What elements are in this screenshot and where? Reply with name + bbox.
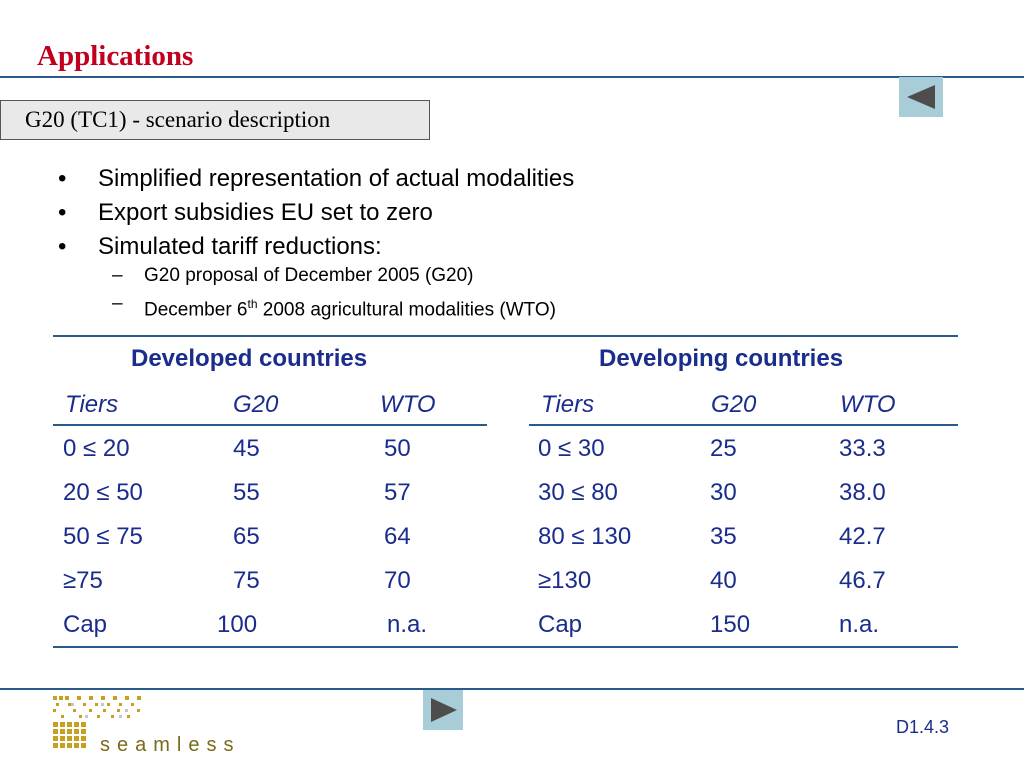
table-cell: 55	[233, 479, 260, 506]
tariff-table: Developed countries Developing countries…	[53, 335, 958, 648]
table-cell: 50	[384, 435, 411, 462]
table-cell: 46.7	[839, 567, 886, 594]
table-cell: Cap	[538, 611, 583, 638]
title-rule	[0, 76, 1024, 78]
table-cell: 57	[384, 479, 411, 506]
slide-number: D1.4.3	[896, 717, 950, 737]
logo-wordmark: seamless	[100, 734, 241, 756]
table-cell: 25	[710, 435, 737, 462]
scenario-subtitle: G20 (TC1) - scenario description	[0, 100, 430, 140]
col-header-wto: WTO	[840, 391, 896, 418]
table-cell: 65	[233, 523, 260, 550]
table-cell: 42.7	[839, 523, 886, 550]
seamless-logo	[53, 696, 145, 759]
triangle-left-icon	[907, 85, 935, 109]
col-header-tiers: Tiers	[541, 391, 595, 418]
sub-bullet-item: G20 proposal of December 2005 (G20)	[112, 262, 556, 290]
col-header-tiers: Tiers	[65, 391, 119, 418]
bullet-list: Simplified representation of actual moda…	[58, 162, 574, 264]
col-header-wto: WTO	[380, 391, 436, 418]
table-bottom-rule	[53, 646, 958, 648]
table-cell: 150	[710, 611, 751, 638]
slide-title: Applications	[37, 40, 194, 72]
table-cell: n.a.	[387, 611, 428, 638]
table-cell: 30	[710, 479, 737, 506]
footer-rule	[0, 688, 1024, 690]
developing-heading: Developing countries	[599, 345, 844, 372]
table-cell: ≥75	[63, 567, 103, 594]
bullet-item: Simulated tariff reductions:	[58, 230, 574, 264]
table-cell: 45	[233, 435, 260, 462]
developing-header-rule	[529, 424, 958, 426]
table-cell: 0 ≤ 30	[538, 435, 605, 462]
table-cell: 0 ≤ 20	[63, 435, 130, 462]
table-cell: 35	[710, 523, 737, 550]
sub-bullet-text: 2008 agricultural modalities (WTO)	[257, 299, 556, 321]
table-cell: 50 ≤ 75	[63, 523, 143, 550]
developed-heading: Developed countries	[131, 345, 368, 372]
table-cell: 20 ≤ 50	[63, 479, 143, 506]
sub-bullet-item: December 6th 2008 agricultural modalitie…	[112, 290, 556, 324]
table-cell: 33.3	[839, 435, 886, 462]
sub-bullet-list: G20 proposal of December 2005 (G20) Dece…	[112, 262, 556, 324]
table-cell: 40	[710, 567, 737, 594]
table-cell: 80 ≤ 130	[538, 523, 632, 550]
back-button[interactable]	[899, 77, 943, 117]
col-header-g20: G20	[711, 391, 757, 418]
table-cell: ≥130	[538, 567, 592, 594]
logo-grid-icon	[53, 696, 141, 748]
ordinal-suffix: th	[247, 297, 258, 311]
table-cell: Cap	[63, 611, 108, 638]
forward-button[interactable]	[423, 690, 463, 730]
table-cell: 75	[233, 567, 260, 594]
table-cell: 70	[384, 567, 411, 594]
table-cell: 38.0	[839, 479, 886, 506]
bullet-item: Simplified representation of actual moda…	[58, 162, 574, 196]
triangle-right-icon	[431, 698, 457, 722]
table-top-rule	[53, 335, 958, 337]
table-cell: n.a.	[839, 611, 880, 638]
sub-bullet-text: December 6	[144, 299, 248, 321]
table-cell: 100	[217, 611, 258, 638]
developed-header-rule	[53, 424, 487, 426]
bullet-item: Export subsidies EU set to zero	[58, 196, 574, 230]
col-header-g20: G20	[233, 391, 279, 418]
table-cell: 64	[384, 523, 411, 550]
table-cell: 30 ≤ 80	[538, 479, 618, 506]
